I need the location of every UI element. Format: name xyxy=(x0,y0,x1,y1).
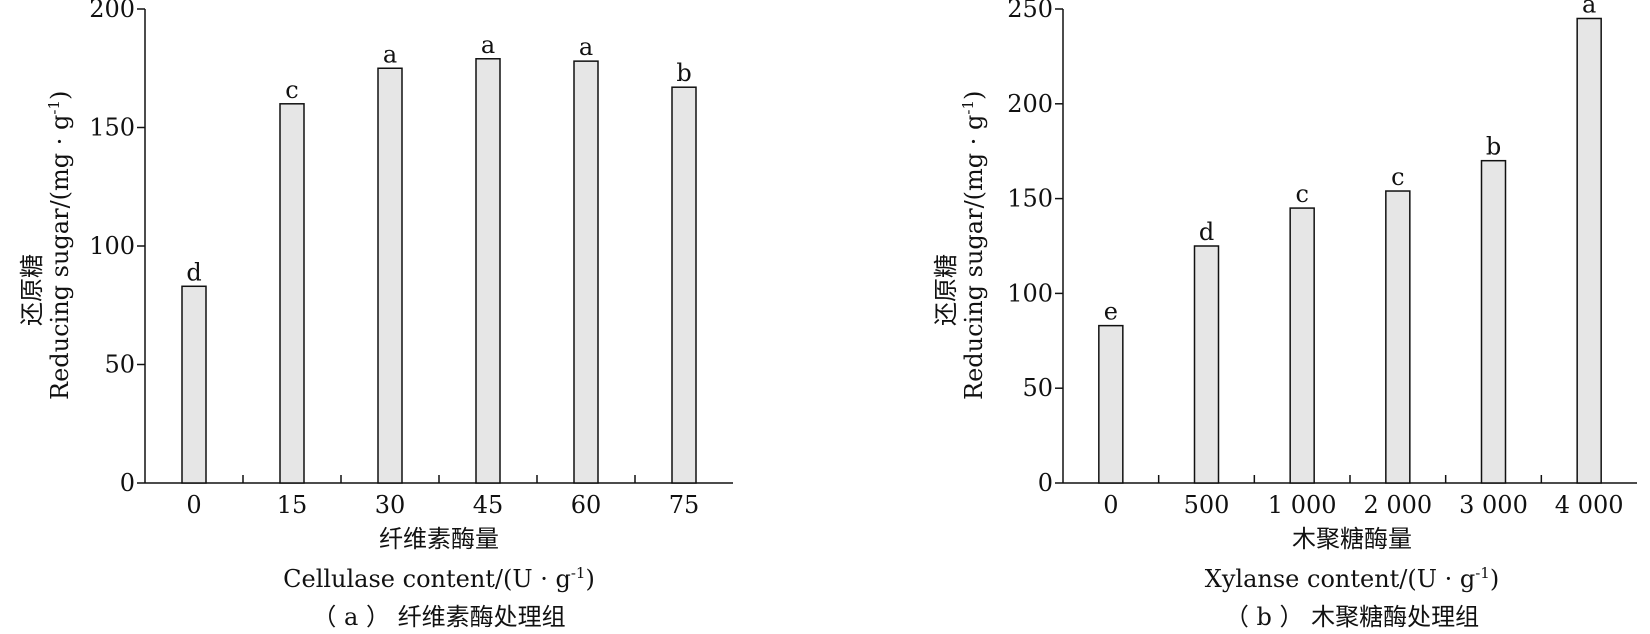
significance-letter: b xyxy=(676,59,691,87)
bar xyxy=(475,58,501,484)
x-tick-label: 0 xyxy=(186,491,201,519)
panel-a: 0 50 100 150 200 0 15 30 45 60 75 d c a a a b Reducing… xyxy=(18,0,733,631)
bar xyxy=(671,86,697,484)
significance-letter: d xyxy=(1199,218,1214,246)
x-axis-label-cn: 木聚糖酶量 xyxy=(1292,525,1412,553)
y-tick-label: 250 xyxy=(1007,0,1053,23)
bar xyxy=(1385,190,1411,484)
x-axis-label-en: Xylanse content/(U · g-1) xyxy=(1205,564,1499,593)
significance-letter: a xyxy=(1582,0,1596,18)
x-tick-label: 15 xyxy=(277,491,308,519)
panel-b: 0 50 100 150 200 250 0 500 1 000 2 000 3 000 4 000… xyxy=(932,0,1637,631)
x-ticks: 0 500 1 000 2 000 3 000 4 000 xyxy=(1103,475,1624,519)
x-tick-label: 60 xyxy=(571,491,602,519)
bars xyxy=(1098,17,1602,484)
significance-letters: d c a a a b xyxy=(186,31,691,287)
bar xyxy=(1193,245,1220,484)
x-tick-label: 30 xyxy=(375,491,406,519)
significance-letters: e d c c b a xyxy=(1104,0,1597,326)
y-tick-label: 200 xyxy=(1007,90,1053,118)
bars xyxy=(181,58,697,484)
bar xyxy=(377,67,403,484)
significance-letter: e xyxy=(1104,298,1118,326)
significance-letter: a xyxy=(383,40,397,68)
significance-letter: d xyxy=(186,258,201,286)
significance-letter: c xyxy=(1391,163,1404,191)
y-tick-label: 100 xyxy=(89,232,135,260)
x-tick-label: 1 000 xyxy=(1268,491,1337,519)
significance-letter: c xyxy=(1295,180,1308,208)
y-axis-label-cn: 还原糖 xyxy=(932,254,960,326)
bar xyxy=(181,285,207,484)
x-tick-label: 2 000 xyxy=(1363,491,1432,519)
x-tick-label: 500 xyxy=(1184,491,1230,519)
y-tick-label: 0 xyxy=(1038,469,1053,497)
significance-letter: a xyxy=(481,31,495,59)
x-tick-label: 75 xyxy=(669,491,700,519)
y-tick-label: 0 xyxy=(120,469,135,497)
significance-letter: b xyxy=(1486,133,1501,161)
bar xyxy=(573,60,599,484)
bar xyxy=(279,103,305,484)
significance-letter: a xyxy=(579,33,593,61)
bar xyxy=(1576,17,1602,484)
y-tick-label: 200 xyxy=(89,0,135,23)
bar xyxy=(1289,207,1315,484)
x-tick-label: 45 xyxy=(473,491,504,519)
caption: （ b ） 木聚糖酶处理组 xyxy=(1225,603,1479,631)
x-tick-label: 4 000 xyxy=(1555,491,1624,519)
x-tick-label: 0 xyxy=(1103,491,1118,519)
x-axis-label-cn: 纤维素酶量 xyxy=(379,525,499,553)
y-axis-label-en: Reducing sugar/(mg · g-1) xyxy=(45,91,74,400)
significance-letter: c xyxy=(285,76,298,104)
x-tick-label: 3 000 xyxy=(1459,491,1528,519)
y-tick-label: 150 xyxy=(89,114,135,142)
y-axis-label-en: Reducing sugar/(mg · g-1) xyxy=(959,91,988,400)
bar xyxy=(1098,324,1124,484)
y-tick-label: 50 xyxy=(104,351,135,379)
caption: （ a ） 纤维素酶处理组 xyxy=(312,603,565,631)
bar xyxy=(1480,159,1507,484)
y-ticks: 0 50 100 150 200 xyxy=(89,0,145,497)
y-tick-label: 50 xyxy=(1022,374,1053,402)
y-axis-label-cn: 还原糖 xyxy=(18,254,46,326)
y-tick-label: 100 xyxy=(1007,279,1053,307)
y-ticks: 0 50 100 150 200 250 xyxy=(1007,0,1063,497)
y-tick-label: 150 xyxy=(1007,185,1053,213)
x-axis-label-en: Cellulase content/(U · g-1) xyxy=(283,564,595,593)
x-ticks: 0 15 30 45 60 75 xyxy=(186,475,699,519)
